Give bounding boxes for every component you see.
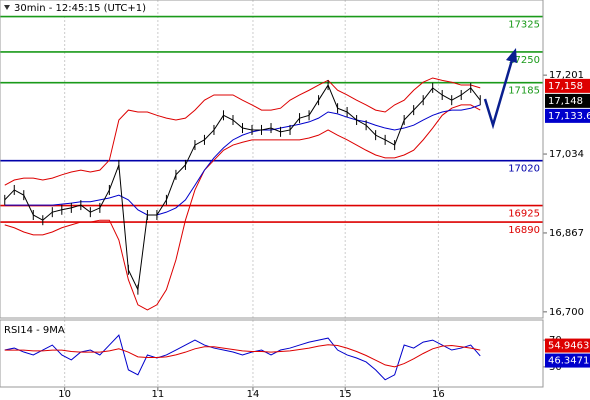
- price-tag-label: 46.3471: [548, 356, 589, 367]
- level-label: 16890: [508, 225, 540, 236]
- arrow-head: [506, 48, 517, 63]
- level-label: 17325: [508, 20, 540, 31]
- y-tick-label: 17,201: [549, 70, 584, 81]
- title-icon: [4, 5, 10, 10]
- y-tick-label: 16,867: [549, 228, 584, 239]
- series-line: [4, 104, 481, 311]
- y-tick-label: 17,034: [549, 149, 584, 160]
- price-tag: [545, 338, 590, 353]
- x-tick-label: 14: [247, 389, 260, 400]
- price-tag: [545, 78, 590, 93]
- series-line: [4, 77, 481, 186]
- level-label: 17250: [508, 55, 540, 66]
- x-tick-label: 11: [151, 389, 164, 400]
- series-line: [4, 334, 481, 381]
- price-tag-label: 17,148: [548, 96, 583, 107]
- rsi-title: RSI14 - 9MA: [4, 325, 65, 336]
- price-tag: [545, 93, 590, 108]
- y-tick-label: 16,700: [549, 307, 584, 318]
- level-label: 17020: [508, 164, 540, 175]
- price-tag-label: 17,158: [548, 81, 583, 92]
- price-tag-label: 17,133.6: [548, 111, 590, 122]
- level-label: 17185: [508, 86, 540, 97]
- rsi-frame: [0, 319, 544, 388]
- price-tag: [545, 108, 590, 123]
- x-tick-label: 15: [339, 389, 352, 400]
- main-frame: [0, 0, 544, 319]
- title-box: [2, 1, 142, 15]
- level-label: 16925: [508, 209, 540, 220]
- x-tick-label: 16: [432, 389, 445, 400]
- series-line: [4, 344, 481, 368]
- chart-title: 30min - 12:45:15 (UTC+1): [14, 3, 146, 14]
- x-tick-label: 10: [58, 389, 71, 400]
- price-tag: [545, 353, 590, 368]
- arrow-line: [483, 59, 514, 130]
- price-tag-label: 54.9463: [548, 341, 589, 352]
- forecast-arrow: [483, 48, 517, 130]
